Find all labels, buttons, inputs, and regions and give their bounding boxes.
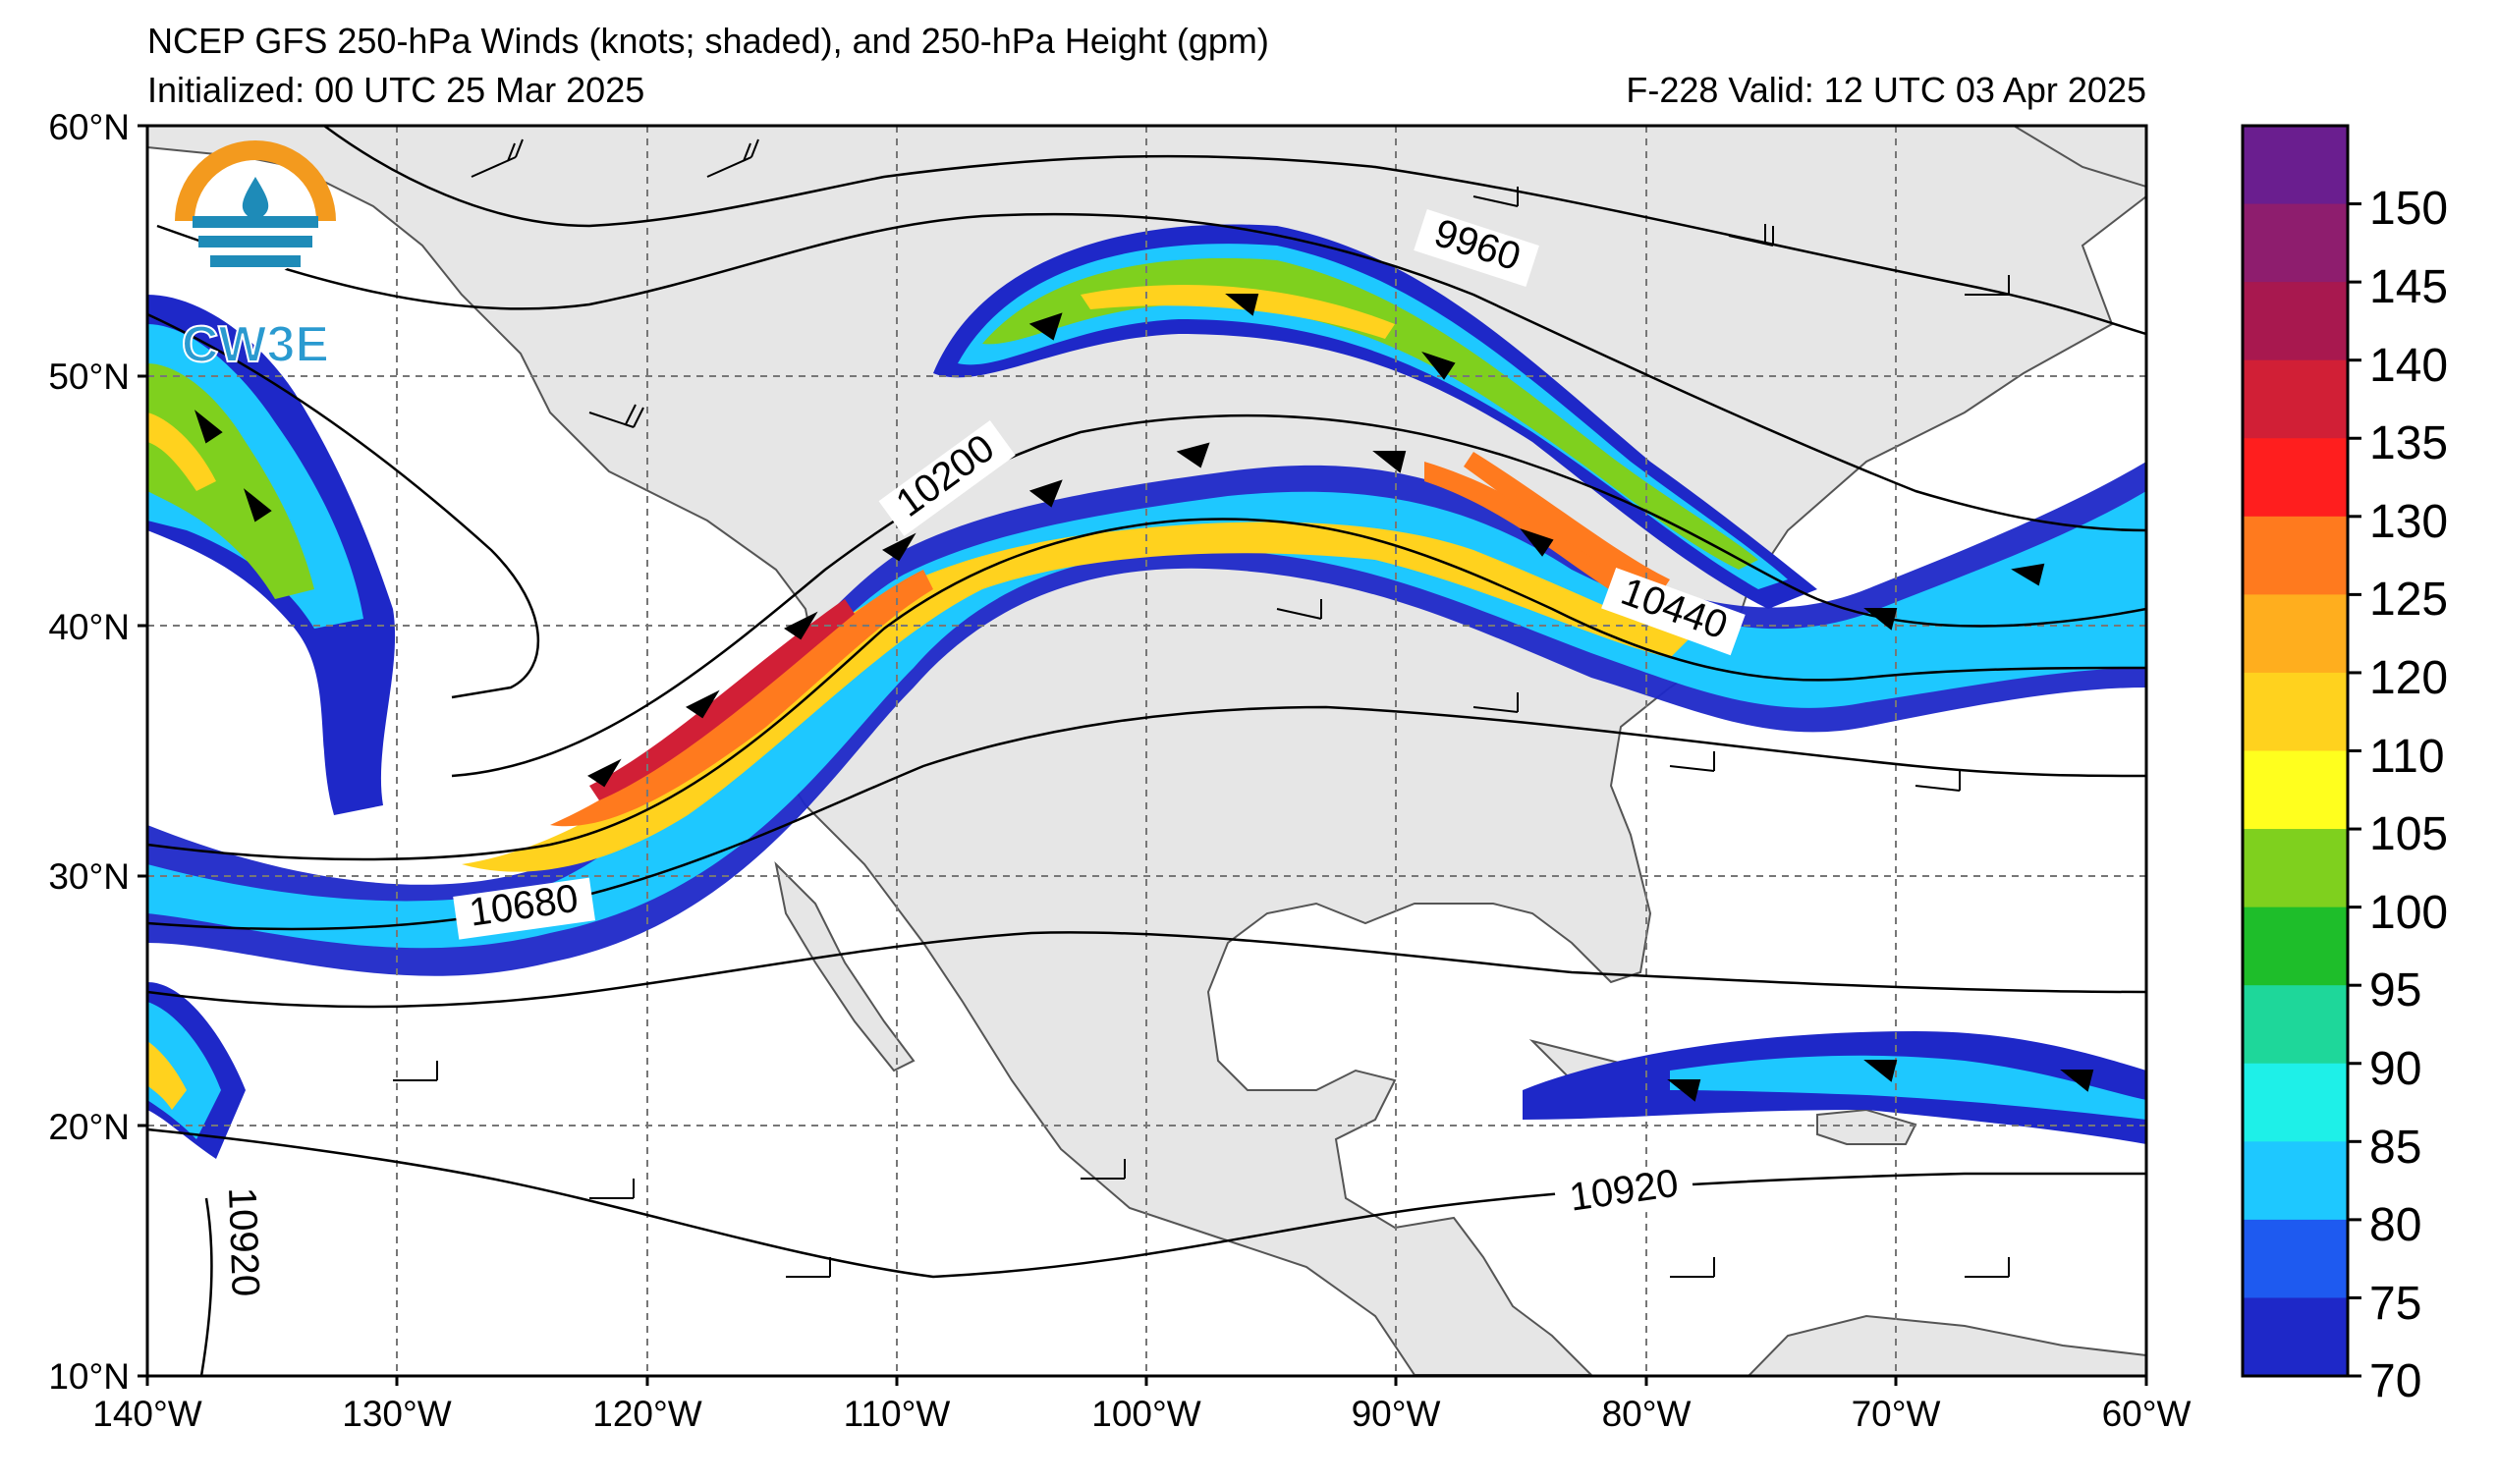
- lon-label-60w: 60°W: [2102, 1394, 2192, 1434]
- lon-label-90w: 90°W: [1352, 1394, 1441, 1434]
- lat-label-40n: 40°N: [48, 607, 130, 647]
- colorbar-label-105: 105: [2369, 808, 2448, 860]
- colorbar-swatch: [2243, 1063, 2348, 1142]
- colorbar-label-85: 85: [2369, 1122, 2421, 1174]
- colorbar-label-80: 80: [2369, 1199, 2421, 1251]
- land-baja: [774, 860, 916, 1072]
- lon-label-130w: 130°W: [342, 1394, 452, 1434]
- colorbar-swatch: [2243, 829, 2348, 908]
- colorbar-label-120: 120: [2369, 652, 2448, 704]
- colorbar-label-140: 140: [2369, 340, 2448, 392]
- lat-label-60n: 60°N: [48, 107, 130, 147]
- colorbar-label-75: 75: [2369, 1278, 2421, 1330]
- valid-time: F-228 Valid: 12 UTC 03 Apr 2025: [1626, 70, 2146, 110]
- colorbar-swatch: [2243, 594, 2348, 674]
- map-area: 9960 10200 10440 10680 10920 10920: [147, 126, 2146, 1376]
- colorbar-swatch: [2243, 126, 2348, 205]
- colorbar-swatch: [2243, 282, 2348, 361]
- colorbar-swatch: [2243, 672, 2348, 751]
- colorbar-label-95: 95: [2369, 964, 2421, 1017]
- colorbar-swatch: [2243, 1141, 2348, 1221]
- lat-label-50n: 50°N: [48, 357, 130, 397]
- lon-label-70w: 70°W: [1852, 1394, 1941, 1434]
- contour-label-10920-west: 10920: [220, 1186, 267, 1297]
- wind-barbs: [194, 138, 2094, 1278]
- colorbar-swatch: [2243, 1219, 2348, 1298]
- cw3e-logo: CW3E: [175, 140, 336, 374]
- colorbar-label-130: 130: [2369, 496, 2448, 548]
- cw3e-logo-text: CW3E: [182, 316, 329, 373]
- init-time: Initialized: 00 UTC 25 Mar 2025: [147, 70, 645, 110]
- colorbar-label-110: 110: [2369, 731, 2445, 783]
- colorbar-swatch: [2243, 985, 2348, 1065]
- lat-label-20n: 20°N: [48, 1107, 130, 1147]
- colorbar-swatch: [2243, 359, 2348, 439]
- graticule: [147, 126, 2146, 1376]
- lat-labels: 60°N 50°N 40°N 30°N 20°N 10°N: [48, 107, 130, 1397]
- lon-labels: 140°W 130°W 120°W 110°W 100°W 90°W 80°W …: [92, 1394, 2191, 1434]
- colorbar-tick-marks: [2348, 202, 2361, 1378]
- cw3e-logo-icon: [175, 140, 336, 278]
- lon-label-140w: 140°W: [92, 1394, 202, 1434]
- colorbar-label-90: 90: [2369, 1043, 2421, 1095]
- colorbar-label-70: 70: [2369, 1355, 2421, 1407]
- colorbar: 150 145 140 135 130 125 120 110 105 100 …: [2241, 124, 2448, 1407]
- colorbar-swatch: [2243, 438, 2348, 518]
- lon-label-110w: 110°W: [844, 1394, 951, 1434]
- lon-label-120w: 120°W: [592, 1394, 702, 1434]
- colorbar-swatch: [2243, 516, 2348, 595]
- colorbar-label-100: 100: [2369, 887, 2448, 939]
- lon-label-80w: 80°W: [1602, 1394, 1692, 1434]
- land-south-america: [1747, 1314, 2146, 1376]
- colorbar-swatch: [2243, 1297, 2348, 1377]
- colorbar-label-135: 135: [2369, 417, 2448, 469]
- colorbar-swatches: [2243, 126, 2348, 1377]
- lat-label-30n: 30°N: [48, 856, 130, 897]
- colorbar-label-125: 125: [2369, 574, 2448, 626]
- colorbar-swatch: [2243, 203, 2348, 283]
- land-greenland: [2012, 126, 2146, 189]
- colorbar-swatch: [2243, 907, 2348, 986]
- colorbar-label-145: 145: [2369, 261, 2448, 313]
- axis-ticks: [138, 124, 2148, 1386]
- lat-label-10n: 10°N: [48, 1356, 130, 1397]
- map-title: NCEP GFS 250-hPa Winds (knots; shaded), …: [147, 21, 1269, 61]
- colorbar-frame: [2241, 124, 2350, 1378]
- lon-label-100w: 100°W: [1091, 1394, 1201, 1434]
- colorbar-swatch: [2243, 750, 2348, 830]
- colorbar-label-150: 150: [2369, 183, 2448, 235]
